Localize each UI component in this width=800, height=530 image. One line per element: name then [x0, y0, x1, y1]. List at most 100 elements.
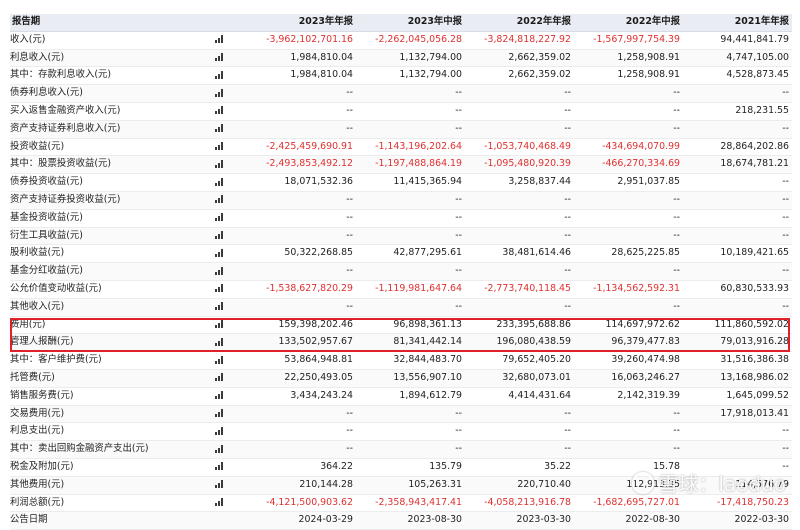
- value-cell: --: [247, 422, 356, 442]
- chart-cell: [215, 138, 247, 157]
- value-cell: --: [465, 440, 574, 459]
- row-label: 交易费用(元): [10, 405, 215, 424]
- chart-cell: [215, 49, 247, 68]
- value-cell: -1,095,480,920.39: [465, 155, 574, 175]
- value-cell: --: [356, 120, 465, 139]
- period-header[interactable]: 2022年年报: [465, 14, 574, 32]
- value-cell: 35.22: [465, 458, 574, 477]
- value-cell: 94,441,841.79: [683, 31, 792, 50]
- value-cell: --: [683, 84, 792, 103]
- value-cell: 1,894,612.79: [356, 387, 465, 406]
- bar-chart-icon[interactable]: [215, 106, 224, 115]
- bar-chart-icon[interactable]: [215, 53, 224, 62]
- value-cell: --: [574, 209, 683, 228]
- value-cell: --: [574, 262, 683, 281]
- bar-chart-icon[interactable]: [215, 462, 224, 471]
- chart-cell: [215, 209, 247, 228]
- bar-chart-icon[interactable]: [215, 177, 224, 186]
- period-header[interactable]: 2023年年报: [247, 14, 356, 32]
- bar-chart-icon[interactable]: [215, 159, 224, 168]
- bar-chart-icon[interactable]: [215, 213, 224, 222]
- report-period-header: 报告期: [10, 14, 215, 32]
- bar-chart-icon[interactable]: [215, 195, 224, 204]
- value-cell: --: [574, 191, 683, 210]
- table-row: 公允价值变动收益(元) -1,538,627,820.29 -1,119,981,6…: [10, 280, 792, 299]
- bar-chart-icon[interactable]: [215, 88, 224, 97]
- value-cell: -434,694,070.99: [574, 138, 683, 157]
- row-label: 其中：股票投资收益(元): [10, 155, 215, 175]
- chart-cell: [215, 405, 247, 424]
- period-header[interactable]: 2022年中报: [574, 14, 683, 32]
- bar-chart-icon[interactable]: [215, 248, 224, 257]
- chart-cell: [215, 280, 247, 299]
- row-label: 投资收益(元): [10, 138, 215, 157]
- bar-chart-icon[interactable]: [215, 480, 224, 489]
- row-label: 资产支持证券投资收益(元): [10, 191, 215, 210]
- row-label: 买入返售金融资产收入(元): [10, 102, 215, 121]
- row-label: 税金及附加(元): [10, 458, 215, 477]
- chart-cell: [215, 227, 247, 246]
- value-cell: --: [356, 84, 465, 103]
- row-label: 其中：存款利息收入(元): [10, 66, 215, 86]
- value-cell: --: [356, 209, 465, 228]
- period-header[interactable]: 2021年年报: [683, 14, 792, 32]
- value-cell: -1,119,981,647.64: [356, 280, 465, 299]
- value-cell: --: [574, 405, 683, 424]
- row-label: 费用(元): [10, 316, 215, 335]
- bar-chart-icon[interactable]: [215, 142, 224, 151]
- value-cell: 17,918,013.41: [683, 405, 792, 424]
- value-cell: --: [247, 440, 356, 459]
- value-cell: --: [465, 191, 574, 210]
- table-row: 其中：客户维护费(元) 53,864,948.81 32,844,483.70 79,…: [10, 351, 792, 370]
- value-cell: 13,168,986.02: [683, 369, 792, 388]
- bar-chart-icon[interactable]: [215, 373, 224, 382]
- value-cell: 79,652,405.20: [465, 351, 574, 370]
- value-cell: -2,773,740,118.45: [465, 280, 574, 299]
- table-row: 管理人报酬(元) 133,502,957.67 81,341,442.14 196,0…: [10, 333, 792, 353]
- bar-chart-icon[interactable]: [215, 35, 224, 44]
- value-cell: --: [356, 191, 465, 210]
- chart-cell: [215, 387, 247, 406]
- value-cell: -3,824,818,227.92: [465, 31, 574, 50]
- row-label: 基金分红收益(元): [10, 262, 215, 281]
- value-cell: --: [247, 262, 356, 281]
- bar-chart-icon[interactable]: [215, 320, 224, 329]
- value-cell: --: [465, 405, 574, 424]
- bar-chart-icon[interactable]: [215, 284, 224, 293]
- value-cell: --: [574, 227, 683, 246]
- bar-chart-icon[interactable]: [215, 337, 224, 346]
- table-row: 税金及附加(元) 364.22 135.79 35.22 15.78 --: [10, 458, 792, 477]
- bar-chart-icon[interactable]: [215, 266, 224, 275]
- chart-cell: [215, 369, 247, 388]
- value-cell: 38,481,614.46: [465, 244, 574, 264]
- period-header[interactable]: 2023年中报: [356, 14, 465, 32]
- row-label: 利息支出(元): [10, 422, 215, 442]
- bar-chart-icon[interactable]: [215, 124, 224, 133]
- table-row: 买入返售金融资产收入(元) -- -- -- -- 218,231.55: [10, 102, 792, 121]
- bar-chart-icon[interactable]: [215, 70, 224, 79]
- value-cell: --: [247, 191, 356, 210]
- value-cell: -2,358,943,417.41: [356, 494, 465, 513]
- value-cell: 133,502,957.67: [247, 333, 356, 353]
- header-icon-spacer: [215, 14, 247, 32]
- value-cell: 10,189,421.65: [683, 244, 792, 264]
- bar-chart-icon[interactable]: [215, 231, 224, 240]
- bar-chart-icon[interactable]: [215, 391, 224, 400]
- value-cell: --: [247, 84, 356, 103]
- bar-chart-icon[interactable]: [215, 426, 224, 435]
- chart-cell: [215, 84, 247, 103]
- table-row: 收入(元) -3,962,102,701.16 -2,262,045,056.28-…: [10, 31, 792, 50]
- bar-chart-icon[interactable]: [215, 409, 224, 418]
- value-cell: --: [465, 120, 574, 139]
- value-cell: --: [356, 102, 465, 121]
- value-cell: --: [356, 262, 465, 281]
- value-cell: 28,625,225.85: [574, 244, 683, 264]
- value-cell: --: [683, 422, 792, 442]
- bar-chart-icon[interactable]: [215, 302, 224, 311]
- bar-chart-icon[interactable]: [215, 498, 224, 507]
- bar-chart-icon[interactable]: [215, 444, 224, 453]
- bar-chart-icon[interactable]: [215, 355, 224, 364]
- value-cell: --: [356, 440, 465, 459]
- value-cell: 4,414,431.64: [465, 387, 574, 406]
- row-label: 债券利息收入(元): [10, 84, 215, 103]
